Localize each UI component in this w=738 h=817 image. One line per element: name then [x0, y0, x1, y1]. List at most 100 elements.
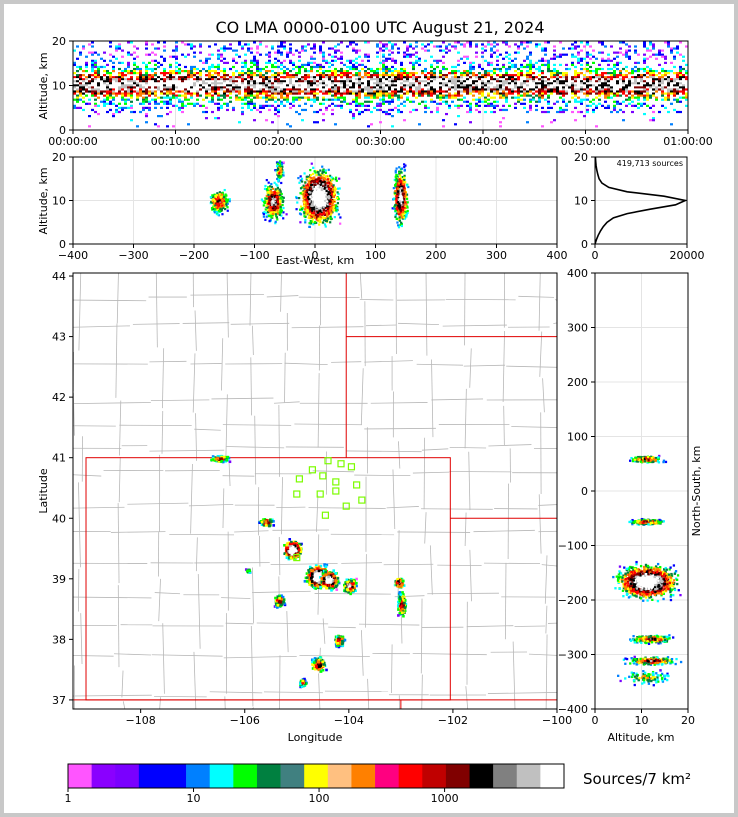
time-altitude-density-cell [547, 82, 550, 85]
time-altitude-density-cell [379, 84, 382, 87]
time-altitude-density-cell [313, 110, 316, 114]
time-altitude-density-cell [661, 69, 664, 73]
time-altitude-density-cell [214, 80, 217, 83]
time-altitude-density-cell [151, 86, 154, 89]
time-altitude-density-cell [448, 43, 451, 46]
time-altitude-density-cell [673, 82, 676, 85]
time-altitude-density-cell [136, 92, 139, 95]
east-west-density-cell [216, 200, 219, 203]
time-altitude-density-cell [349, 92, 352, 95]
time-altitude-density-cell [454, 41, 457, 44]
time-altitude-density-cell [658, 80, 661, 83]
time-altitude-density-cell [469, 121, 472, 124]
time-altitude-density-cell [628, 57, 631, 60]
east-west-density-cell [270, 211, 274, 214]
time-altitude-density-cell [94, 92, 97, 95]
time-altitude-density-cell [265, 72, 268, 75]
time-altitude-density-cell [379, 78, 382, 81]
time-altitude-density-cell [562, 80, 565, 83]
time-altitude-density-cell [154, 82, 157, 85]
time-altitude-density-cell [661, 88, 664, 91]
time-altitude-density-cell [199, 82, 202, 85]
time-altitude-density-cell [673, 55, 676, 58]
time-altitude-density-cell [190, 69, 193, 73]
east-west-density-cell [266, 188, 269, 191]
time-altitude-density-cell [469, 72, 472, 75]
time-altitude-density-cell [121, 88, 124, 91]
time-altitude-density-cell [109, 78, 112, 81]
time-altitude-density-cell [394, 74, 397, 77]
east-west-density-cell [215, 205, 218, 209]
time-altitude-density-cell [433, 90, 436, 93]
time-altitude-density-cell [574, 80, 577, 83]
time-altitude-density-cell [538, 65, 541, 69]
time-altitude-density-cell [274, 100, 277, 103]
time-altitude-density-cell [163, 59, 166, 62]
time-altitude-density-cell [388, 92, 391, 95]
time-altitude-density-cell [196, 76, 199, 79]
time-altitude-density-cell [304, 74, 307, 77]
time-altitude-density-cell [124, 106, 127, 110]
time-altitude-density-cell [109, 45, 112, 48]
time-altitude-density-cell [190, 82, 193, 85]
time-altitude-density-cell [238, 86, 241, 89]
time-altitude-density-cell [322, 119, 325, 122]
time-altitude-density-cell [190, 88, 193, 91]
time-altitude-density-cell [271, 96, 274, 99]
time-altitude-density-cell [187, 43, 190, 46]
time-altitude-density-cell [169, 88, 172, 91]
time-altitude-density-cell [661, 53, 664, 56]
time-altitude-density-cell [376, 74, 379, 77]
time-altitude-density-cell [538, 43, 541, 46]
time-altitude-density-cell [295, 90, 298, 93]
time-altitude-density-cell [391, 90, 394, 93]
time-altitude-density-cell [268, 98, 271, 101]
east-west-density-cell [262, 211, 265, 215]
time-altitude-density-cell [103, 80, 106, 83]
time-altitude-density-cell [289, 76, 292, 79]
time-altitude-density-cell [73, 92, 76, 95]
time-altitude-density-cell [520, 43, 523, 46]
time-altitude-density-cell [109, 102, 112, 105]
time-altitude-density-cell [592, 82, 595, 85]
time-altitude-density-cell [310, 57, 313, 60]
time-altitude-density-cell [451, 88, 454, 91]
time-altitude-density-cell [187, 69, 190, 73]
time-altitude-density-cell [487, 98, 490, 101]
time-altitude-density-cell [379, 90, 382, 93]
time-altitude-density-cell [682, 82, 685, 85]
time-altitude-density-cell [667, 41, 670, 44]
time-altitude-density-cell [571, 84, 574, 87]
time-altitude-density-cell [205, 117, 208, 120]
east-west-density-cell [211, 201, 214, 204]
time-altitude-density-cell [349, 110, 352, 114]
time-altitude-density-cell [211, 74, 214, 77]
time-altitude-density-cell [382, 65, 385, 69]
time-altitude-density-cell [610, 96, 613, 99]
time-altitude-density-cell [340, 61, 343, 64]
time-altitude-density-cell [607, 80, 610, 83]
time-altitude-density-cell [232, 74, 235, 77]
time-altitude-density-cell [310, 61, 313, 64]
time-altitude-density-cell [199, 72, 202, 75]
time-altitude-density-cell [424, 100, 427, 103]
time-altitude-density-cell [91, 61, 94, 64]
time-altitude-density-cell [367, 78, 370, 81]
time-altitude-density-cell [535, 86, 538, 89]
time-altitude-density-cell [130, 90, 133, 93]
time-altitude-density-cell [349, 108, 352, 112]
time-altitude-density-cell [679, 72, 682, 75]
time-altitude-density-cell [460, 98, 463, 101]
east-west-density-cell [276, 186, 279, 190]
time-altitude-density-cell [268, 96, 271, 99]
time-altitude-density-cell [325, 92, 328, 95]
time-altitude-density-cell [514, 106, 517, 110]
time-altitude-density-cell [322, 112, 325, 116]
time-altitude-density-cell [682, 74, 685, 77]
time-altitude-density-cell [556, 84, 559, 87]
time-altitude-density-cell [580, 100, 583, 103]
time-altitude-density-cell [166, 72, 169, 75]
time-altitude-density-cell [151, 69, 154, 73]
time-altitude-density-cell [466, 55, 469, 58]
time-altitude-density-cell [592, 86, 595, 89]
